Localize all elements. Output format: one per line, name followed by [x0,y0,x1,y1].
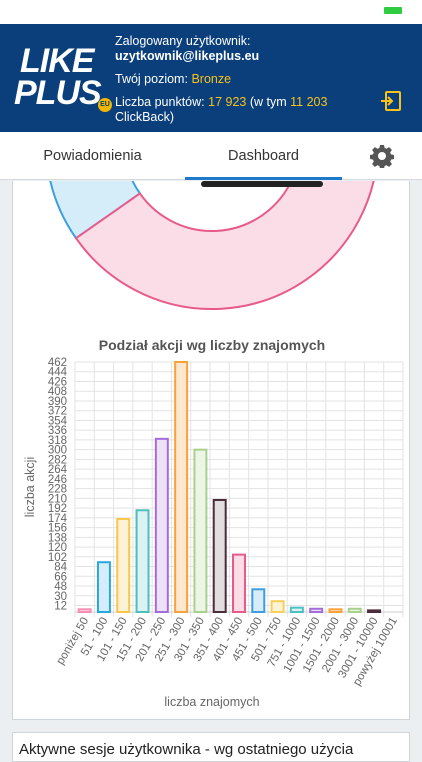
y-tick-label: 120 [48,542,67,554]
y-tick-label: 426 [48,376,67,388]
level-label: Twój poziom: [115,72,188,86]
bar-5[interactable] [174,361,189,613]
points-value: 17 923 [208,95,247,109]
y-tick-label: 354 [48,415,68,427]
y-tick-label: 318 [48,435,67,447]
y-tick-label: 156 [48,523,67,535]
clickback-value: 11 203 [290,95,328,109]
bar-chart: Podział akcji wg liczby znajomych 1230486… [23,337,404,709]
level-value: Bronze [191,72,232,86]
y-tick-label: 12 [54,601,67,613]
y-tick-label: 462 [48,357,67,369]
logo-eu-badge: EU [98,98,112,112]
bar-11[interactable] [289,606,304,613]
y-tick-label: 264 [48,464,68,476]
logged-label: Zalogowany użytkownik: [115,34,251,48]
donut-tooltip [201,181,323,187]
user-info: Zalogowany użytkownik: uzytkownik@likepl… [115,34,375,128]
bar-10[interactable] [270,600,285,614]
points-mid: (w tym [249,95,287,109]
bar-12[interactable] [309,607,324,613]
logo-line2: PLUS [14,74,102,112]
y-tick-label: 390 [48,396,67,408]
y-tick-label: 174 [48,513,68,525]
y-tick-label: 444 [48,367,68,379]
battery-icon [384,7,402,14]
bar-0[interactable] [77,608,92,614]
logout-icon[interactable] [380,90,402,112]
app-header: LIKE PLUS EU Zalogowany użytkownik: uzyt… [0,24,422,132]
tab-notifications[interactable]: Powiadomienia [43,148,142,164]
bar-13[interactable] [328,608,343,614]
likeplus-logo[interactable]: LIKE PLUS EU [14,44,112,130]
y-tick-label: 210 [48,493,67,505]
bar-8[interactable] [232,553,246,613]
x-axis-label: liczba znajomych [164,695,259,709]
y-axis-label: liczba akcji [23,457,37,517]
y-tick-label: 30 [54,591,67,603]
donut-segment-1 [74,181,375,310]
bar-14[interactable] [347,607,362,613]
settings-gear-icon[interactable] [358,132,406,180]
bar-15[interactable] [367,609,382,613]
chart-title: Podział akcji wg liczby znajomych [99,337,325,353]
donut-chart [49,181,375,310]
y-tick-label: 336 [48,425,67,437]
bar-7[interactable] [212,498,227,613]
points-label: Liczba punktów: [115,95,205,109]
y-tick-label: 102 [48,552,67,564]
bar-2[interactable] [116,517,131,613]
sessions-card: Aktywne sesje użytkownika - wg ostatnieg… [12,732,410,762]
tab-bar: Powiadomienia Dashboard [0,132,422,180]
clickback-label: ClickBack) [115,110,175,124]
active-tab-indicator [185,177,342,180]
y-tick-label: 84 [54,562,67,574]
status-bar [0,0,422,24]
y-tick-label: 300 [48,445,67,457]
bar-6[interactable] [193,448,208,613]
y-tick-label: 372 [48,406,67,418]
y-tick-label: 408 [48,386,67,398]
username: uzytkownik@likeplus.eu [115,49,260,63]
y-tick-label: 282 [48,454,67,466]
bar-4[interactable] [154,437,169,613]
y-tick-label: 192 [48,503,67,515]
charts-card: Podział akcji wg liczby znajomych 12 30 48 6… [12,181,410,720]
y-tick-label: 228 [48,484,67,496]
tab-dashboard[interactable]: Dashboard [185,132,342,180]
donut-segment-0 [49,181,142,240]
tab-dashboard-label: Dashboard [228,148,299,164]
y-tick-label: 138 [48,532,67,544]
logo-line1: LIKE [20,42,94,80]
y-tick-label: 246 [48,474,67,486]
y-tick-label: 48 [54,581,67,593]
bar-3[interactable] [135,509,150,613]
bar-9[interactable] [251,588,266,614]
bar-1[interactable] [96,561,111,613]
y-tick-label: 66 [54,571,67,583]
